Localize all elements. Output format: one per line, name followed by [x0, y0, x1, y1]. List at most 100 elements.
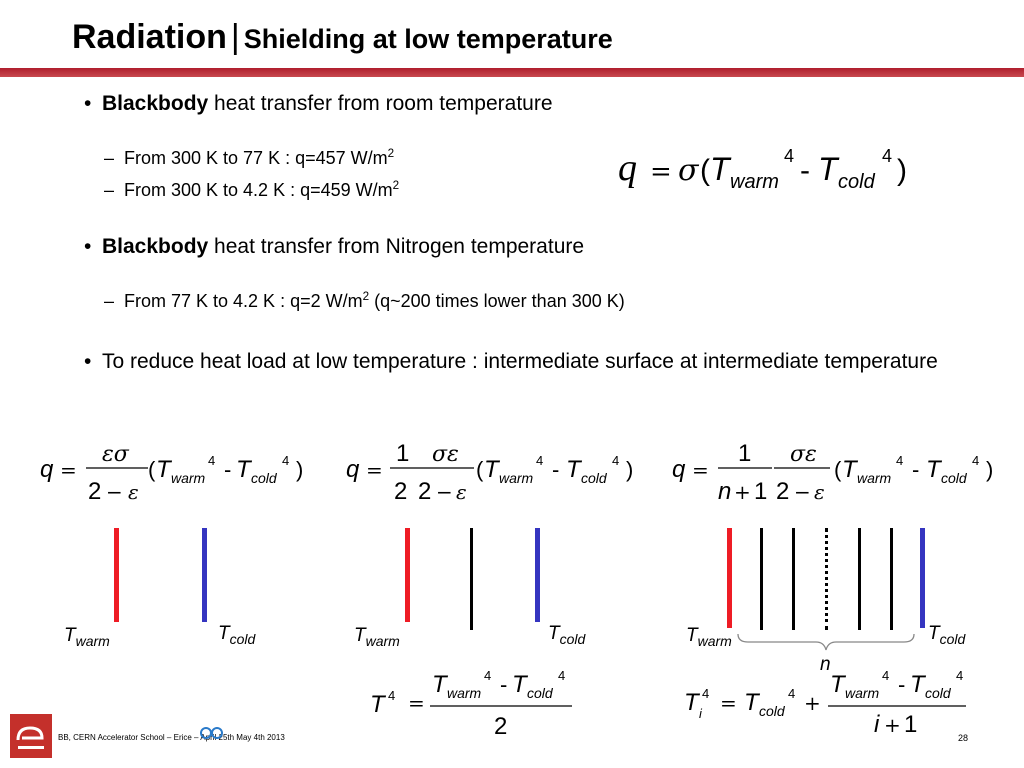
- equation-ith-shield-temperature: T 4 i = T cold 4 + T warm 4 - T cold 4 i…: [684, 668, 966, 738]
- bullet-2: • Blackbody heat transfer from Nitrogen …: [84, 235, 585, 258]
- shield-plate-2: [470, 528, 473, 630]
- svg-text:4: 4: [484, 668, 491, 683]
- cea-logo-icon: [16, 726, 44, 749]
- svg-text:+: +: [734, 480, 751, 504]
- svg-text:(: (: [476, 457, 484, 482]
- svg-text:warm: warm: [171, 470, 206, 486]
- svg-text:=: =: [692, 458, 709, 482]
- svg-text:cold: cold: [759, 703, 786, 719]
- page-number: 28: [958, 733, 969, 743]
- svg-text:1: 1: [904, 711, 917, 738]
- svg-text:-: -: [800, 154, 810, 187]
- svg-text:εσ: εσ: [102, 442, 130, 467]
- svg-text:T: T: [236, 456, 253, 483]
- svg-text:T: T: [684, 689, 701, 716]
- equation-n-shields: q = 1 n + 1 σε 2 − ε ( T warm 4 - T cold…: [672, 440, 993, 505]
- title-separator: |: [230, 18, 240, 56]
- svg-text:σ: σ: [678, 153, 700, 188]
- svg-text:q: q: [618, 147, 637, 189]
- svg-text:T: T: [926, 456, 943, 483]
- svg-text:1: 1: [754, 478, 767, 505]
- svg-text:cold: cold: [941, 470, 968, 486]
- svg-text:-: -: [500, 672, 507, 697]
- svg-text:q: q: [40, 456, 54, 483]
- svg-text:q: q: [672, 456, 686, 483]
- svg-text:2: 2: [88, 478, 101, 505]
- svg-text:i: i: [699, 706, 703, 721]
- sub-bullet-1: – From 300 K to 77 K : q=457 W/m2: [104, 147, 395, 168]
- svg-text:warm: warm: [499, 470, 534, 486]
- svg-text:2: 2: [418, 478, 431, 505]
- svg-text:(: (: [148, 457, 156, 482]
- warm-plate-3: [727, 528, 732, 628]
- svg-text:−: −: [794, 480, 811, 504]
- svg-text:T: T: [432, 671, 449, 698]
- svg-text:2: 2: [494, 713, 507, 738]
- equation-shield-temperature: T 4 = T warm 4 - T cold 4 2: [370, 668, 572, 738]
- cold-plate-2: [535, 528, 540, 622]
- svg-text:4: 4: [882, 146, 892, 166]
- svg-text:cold: cold: [251, 470, 278, 486]
- cea-logo: [10, 714, 52, 758]
- svg-text:warm: warm: [730, 171, 779, 193]
- label-tcold-2: Tcold: [548, 623, 586, 647]
- svg-text:+: +: [884, 713, 901, 737]
- shield-plate-3d: [890, 528, 893, 630]
- svg-text:warm: warm: [845, 685, 880, 701]
- svg-text:n: n: [718, 478, 731, 505]
- svg-text:cold: cold: [581, 470, 608, 486]
- svg-text:=: =: [650, 157, 672, 187]
- svg-text:T: T: [744, 689, 761, 716]
- svg-text:ε: ε: [456, 480, 467, 504]
- title-sub: Shielding at low temperature: [243, 24, 613, 54]
- svg-text:ε: ε: [128, 480, 139, 504]
- svg-text:4: 4: [882, 668, 889, 683]
- svg-text:T: T: [156, 456, 173, 483]
- svg-text:2: 2: [394, 478, 407, 505]
- svg-text:-: -: [224, 457, 231, 482]
- label-twarm-3: Twarm: [686, 625, 732, 649]
- label-tcold-1: Tcold: [218, 623, 256, 647]
- bullet-1-text: heat transfer from room temperature: [208, 92, 553, 115]
- svg-text:cold: cold: [527, 685, 554, 701]
- bullet-1-bold: Blackbody: [102, 92, 209, 115]
- cold-plate-1: [202, 528, 207, 622]
- label-n-shields: n: [820, 654, 831, 675]
- svg-text:σε: σε: [790, 442, 817, 467]
- label-twarm-1: Twarm: [64, 625, 110, 649]
- shield-plate-3a: [760, 528, 763, 630]
- svg-text:T: T: [370, 691, 387, 718]
- svg-text:): ): [296, 457, 303, 482]
- label-twarm-2: Twarm: [354, 625, 400, 649]
- warm-plate-2: [405, 528, 410, 622]
- svg-text:(: (: [700, 154, 710, 187]
- svg-text:T: T: [566, 456, 583, 483]
- svg-text:2: 2: [776, 478, 789, 505]
- svg-text:cold: cold: [838, 171, 876, 193]
- svg-text:): ): [986, 457, 993, 482]
- svg-text:4: 4: [788, 686, 795, 701]
- svg-text:4: 4: [282, 453, 289, 468]
- sub-bullet-2: – From 300 K to 4.2 K : q=459 W/m2: [104, 179, 400, 200]
- svg-text:i: i: [874, 711, 880, 738]
- shield-plate-3-dotted: [825, 528, 828, 630]
- svg-text:T: T: [830, 671, 847, 698]
- svg-text:4: 4: [612, 453, 619, 468]
- svg-text:ε: ε: [814, 480, 825, 504]
- svg-text:warm: warm: [447, 685, 482, 701]
- svg-text:4: 4: [702, 686, 709, 701]
- svg-text:T: T: [710, 151, 732, 187]
- svg-text:T: T: [910, 671, 927, 698]
- sub-bullet-3: – From 77 K to 4.2 K : q=2 W/m2 (q~200 t…: [104, 290, 625, 311]
- bullet-2-text: heat transfer from Nitrogen temperature: [208, 235, 585, 258]
- bullet-2-bold: Blackbody: [102, 235, 209, 258]
- svg-text:1: 1: [738, 440, 751, 467]
- title-main: Radiation: [72, 18, 227, 56]
- svg-text:-: -: [552, 457, 559, 482]
- svg-text:warm: warm: [857, 470, 892, 486]
- svg-text:-: -: [912, 457, 919, 482]
- warm-plate-1: [114, 528, 119, 622]
- shield-count-brace: [737, 633, 915, 651]
- svg-text:T: T: [818, 151, 840, 187]
- svg-text:cold: cold: [925, 685, 952, 701]
